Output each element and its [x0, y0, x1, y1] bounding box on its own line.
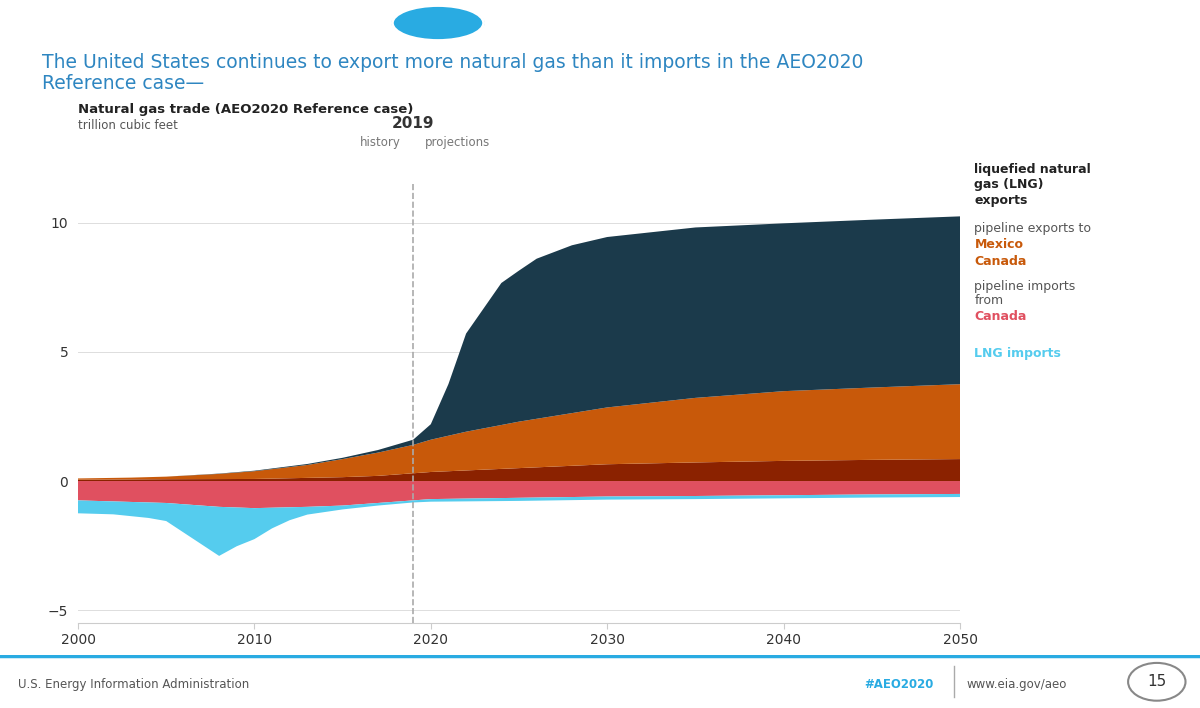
Text: exports: exports: [974, 194, 1027, 207]
Text: pipeline exports to: pipeline exports to: [974, 222, 1092, 235]
Text: history: history: [360, 136, 401, 149]
Text: The United States continues to export more natural gas than it imports in the AE: The United States continues to export mo…: [42, 53, 863, 72]
Text: 2019: 2019: [392, 116, 434, 131]
Text: Natural gas trade (AEO2020 Reference case): Natural gas trade (AEO2020 Reference cas…: [78, 103, 413, 115]
Text: from: from: [974, 294, 1003, 307]
Circle shape: [1128, 663, 1186, 701]
Circle shape: [390, 4, 486, 41]
Text: pipeline imports: pipeline imports: [974, 280, 1075, 292]
Text: #AEO2020: #AEO2020: [864, 678, 934, 690]
Text: Canada: Canada: [974, 255, 1027, 268]
Text: www.eia.gov/aeo: www.eia.gov/aeo: [966, 678, 1067, 690]
Text: 15: 15: [1147, 674, 1166, 690]
Text: Mexico: Mexico: [974, 238, 1024, 251]
Text: U.S. Energy Information Administration: U.S. Energy Information Administration: [18, 678, 250, 690]
Text: liquefied natural: liquefied natural: [974, 163, 1091, 176]
Text: gas (LNG): gas (LNG): [974, 178, 1044, 191]
Text: trillion cubic feet: trillion cubic feet: [78, 119, 178, 132]
Text: projections: projections: [425, 136, 491, 149]
Text: LNG imports: LNG imports: [974, 347, 1061, 360]
Text: Canada: Canada: [974, 310, 1027, 323]
Circle shape: [392, 6, 484, 40]
Text: Reference case—: Reference case—: [42, 74, 204, 93]
